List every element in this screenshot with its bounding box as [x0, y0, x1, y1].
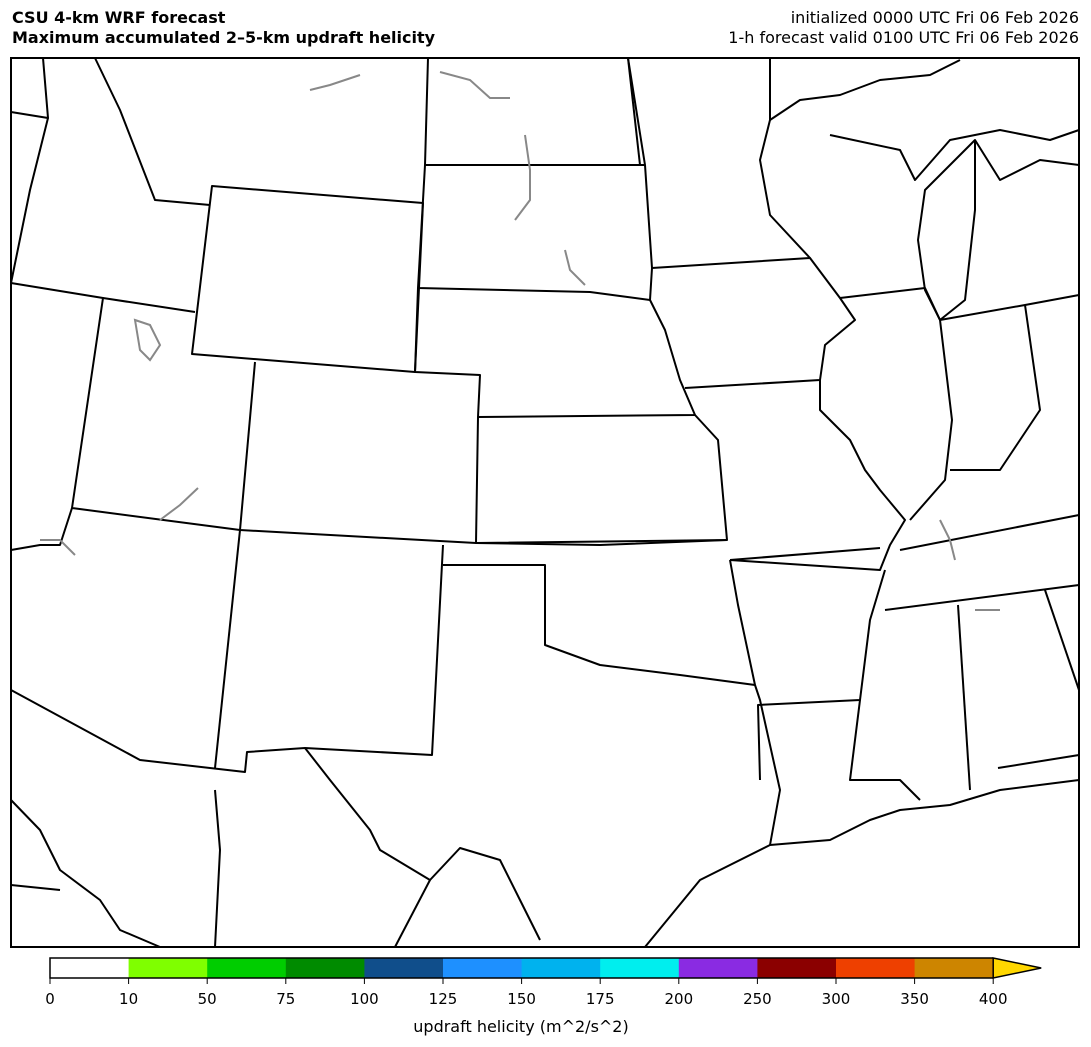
colorbar-segment: [207, 958, 287, 978]
colorbar-segment: [914, 958, 994, 978]
colorbar: [49, 957, 1042, 984]
map-frame: [10, 57, 1080, 948]
colorbar-tick-label: 100: [350, 990, 379, 1008]
colorbar-tick-label: 250: [743, 990, 772, 1008]
colorbar-segment: [443, 958, 523, 978]
colorbar-tick-label: 125: [428, 990, 458, 1008]
colorbar-extend-arrow: [992, 957, 1042, 979]
init-time: initialized 0000 UTC Fri 06 Feb 2026: [790, 8, 1079, 27]
colorbar-segment: [757, 958, 837, 978]
colorbar-tick-label: 75: [276, 990, 296, 1008]
colorbar-tick-label: 50: [197, 990, 217, 1008]
colorbar-tick-label: 350: [900, 990, 929, 1008]
colorbar-segment: [678, 958, 758, 978]
colorbar-tick-label: 10: [119, 990, 139, 1008]
colorbar-tick-label: 200: [664, 990, 694, 1008]
colorbar-segment: [521, 958, 601, 978]
map-title: CSU 4-km WRF forecast: [12, 8, 226, 27]
colorbar-segment: [364, 958, 444, 978]
colorbar-segment: [128, 958, 208, 978]
colorbar-tick-label: 400: [978, 990, 1008, 1008]
colorbar-label: updraft helicity (m^2/s^2): [413, 1017, 629, 1036]
colorbar-tick-label: 300: [821, 990, 851, 1008]
colorbar-tick-label: 175: [585, 990, 615, 1008]
colorbar-tick-label: 0: [45, 990, 55, 1008]
valid-time: 1-h forecast valid 0100 UTC Fri 06 Feb 2…: [728, 28, 1079, 47]
colorbar-tick-label: 150: [507, 990, 536, 1008]
colorbar-segment: [50, 958, 130, 978]
lakes: [40, 71, 1000, 611]
state-borders: [10, 57, 1080, 948]
colorbar-segment: [836, 958, 916, 978]
colorbar-segment: [600, 958, 680, 978]
colorbar-segment: [285, 958, 365, 978]
map-subtitle: Maximum accumulated 2–5-km updraft helic…: [12, 28, 436, 47]
